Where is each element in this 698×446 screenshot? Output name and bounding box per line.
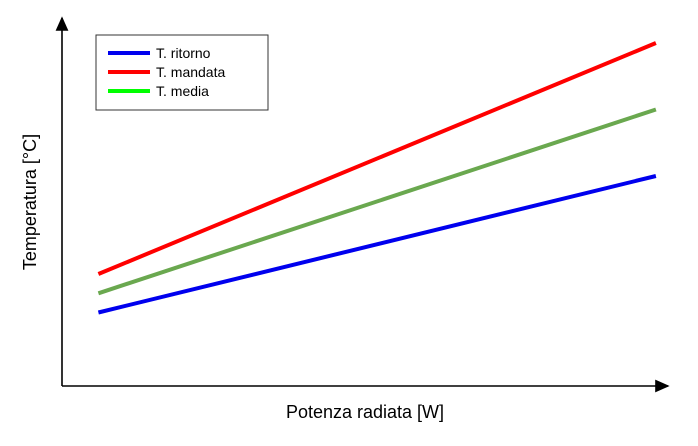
legend-label-2: T. mandata <box>156 64 225 80</box>
series-layer <box>97 41 657 315</box>
legend-label-1: T. ritorno <box>156 45 211 61</box>
series-line-1 <box>97 174 657 315</box>
y-axis-label: Temperatura [°C] <box>20 134 40 270</box>
legend: T. ritorno T. mandata T. media <box>95 34 269 111</box>
series-line-2 <box>97 41 657 276</box>
legend-label-3: T. media <box>156 83 209 99</box>
x-axis-label: Potenza radiata [W] <box>286 402 444 422</box>
series-line-3 <box>97 107 657 296</box>
